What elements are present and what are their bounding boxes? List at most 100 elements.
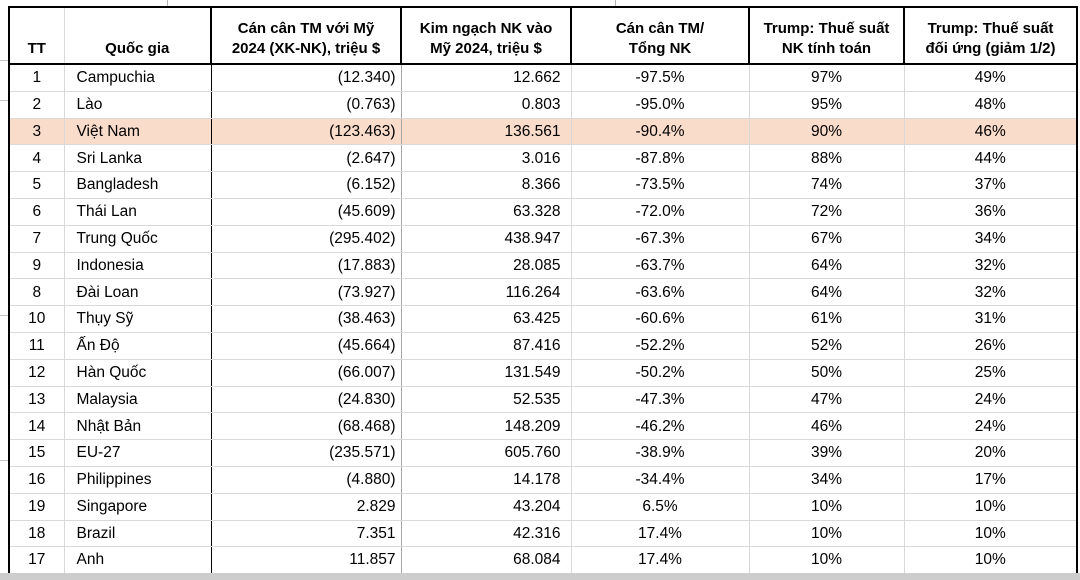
cell-calc-rate[interactable]: 74%: [749, 171, 905, 199]
cell-tt[interactable]: 18: [9, 520, 65, 548]
cell-imports[interactable]: 63.425: [401, 305, 572, 333]
cell-reciprocal-rate[interactable]: 46%: [904, 118, 1077, 146]
cell-ratio[interactable]: -50.2%: [571, 359, 750, 387]
cell-trade-balance[interactable]: (45.664): [211, 332, 402, 360]
cell-imports[interactable]: 63.328: [401, 198, 572, 226]
cell-reciprocal-rate[interactable]: 31%: [904, 305, 1077, 333]
cell-reciprocal-rate[interactable]: 26%: [904, 332, 1077, 360]
cell-ratio[interactable]: -38.9%: [571, 439, 750, 467]
cell-ratio[interactable]: -73.5%: [571, 171, 750, 199]
cell-country[interactable]: Đài Loan: [64, 278, 212, 307]
cell-ratio[interactable]: 17.4%: [571, 546, 750, 575]
cell-tt[interactable]: 1: [9, 64, 65, 92]
cell-country[interactable]: Philippines: [64, 466, 212, 494]
cell-reciprocal-rate[interactable]: 17%: [904, 466, 1077, 494]
cell-imports[interactable]: 136.561: [401, 118, 572, 146]
cell-reciprocal-rate[interactable]: 36%: [904, 198, 1077, 226]
cell-ratio[interactable]: 6.5%: [571, 493, 750, 521]
cell-country[interactable]: Ấn Độ: [64, 332, 212, 360]
cell-calc-rate[interactable]: 52%: [749, 332, 905, 360]
cell-calc-rate[interactable]: 34%: [749, 466, 905, 494]
cell-reciprocal-rate[interactable]: 24%: [904, 386, 1077, 414]
cell-ratio[interactable]: -47.3%: [571, 386, 750, 414]
cell-ratio[interactable]: -67.3%: [571, 225, 750, 253]
cell-ratio[interactable]: -63.6%: [571, 278, 750, 307]
cell-calc-rate[interactable]: 47%: [749, 386, 905, 414]
cell-ratio[interactable]: -34.4%: [571, 466, 750, 494]
cell-country[interactable]: Thụy Sỹ: [64, 305, 212, 333]
cell-imports[interactable]: 87.416: [401, 332, 572, 360]
cell-calc-rate[interactable]: 72%: [749, 198, 905, 226]
cell-country[interactable]: Singapore: [64, 493, 212, 521]
cell-tt[interactable]: 7: [9, 225, 65, 253]
cell-ratio[interactable]: -97.5%: [571, 64, 750, 92]
cell-imports[interactable]: 12.662: [401, 64, 572, 92]
cell-reciprocal-rate[interactable]: 10%: [904, 520, 1077, 548]
cell-imports[interactable]: 42.316: [401, 520, 572, 548]
cell-imports[interactable]: 68.084: [401, 546, 572, 575]
cell-imports[interactable]: 14.178: [401, 466, 572, 494]
cell-calc-rate[interactable]: 90%: [749, 118, 905, 146]
cell-trade-balance[interactable]: (123.463): [211, 118, 402, 146]
cell-tt[interactable]: 9: [9, 252, 65, 280]
cell-reciprocal-rate[interactable]: 32%: [904, 252, 1077, 280]
cell-country[interactable]: Indonesia: [64, 252, 212, 280]
cell-country[interactable]: Việt Nam: [64, 118, 212, 146]
cell-ratio[interactable]: -52.2%: [571, 332, 750, 360]
cell-ratio[interactable]: -63.7%: [571, 252, 750, 280]
cell-imports[interactable]: 28.085: [401, 252, 572, 280]
cell-trade-balance[interactable]: (235.571): [211, 439, 402, 467]
cell-reciprocal-rate[interactable]: 48%: [904, 91, 1077, 119]
cell-country[interactable]: Sri Lanka: [64, 144, 212, 173]
cell-tt[interactable]: 8: [9, 278, 65, 307]
cell-reciprocal-rate[interactable]: 24%: [904, 412, 1077, 441]
cell-calc-rate[interactable]: 61%: [749, 305, 905, 333]
cell-imports[interactable]: 43.204: [401, 493, 572, 521]
cell-imports[interactable]: 8.366: [401, 171, 572, 199]
cell-imports[interactable]: 3.016: [401, 144, 572, 173]
cell-imports[interactable]: 52.535: [401, 386, 572, 414]
cell-reciprocal-rate[interactable]: 10%: [974, 551, 1006, 569]
cell-tt[interactable]: 5: [9, 171, 65, 199]
cell-calc-rate[interactable]: 39%: [749, 439, 905, 467]
cell-trade-balance[interactable]: (68.468): [211, 412, 402, 441]
cell-tt[interactable]: 15: [9, 439, 65, 467]
cell-tt[interactable]: 16: [9, 466, 65, 494]
cell-calc-rate[interactable]: 97%: [749, 64, 905, 92]
cell-country[interactable]: EU-27: [64, 439, 212, 467]
cell-imports[interactable]: 148.209: [401, 412, 572, 441]
cell-trade-balance[interactable]: (2.647): [211, 144, 402, 173]
cell-calc-rate[interactable]: 10%: [749, 520, 905, 548]
cell-trade-balance[interactable]: (45.609): [211, 198, 402, 226]
cell-country[interactable]: Malaysia: [64, 386, 212, 414]
cell-reciprocal-rate[interactable]: 20%: [904, 439, 1077, 467]
cell-reciprocal-rate[interactable]: 37%: [904, 171, 1077, 199]
cell-tt[interactable]: 13: [9, 386, 65, 414]
cell-reciprocal-rate[interactable]: 44%: [904, 144, 1077, 173]
cell-calc-rate[interactable]: 64%: [749, 252, 905, 280]
cell-reciprocal-rate[interactable]: 49%: [904, 64, 1077, 92]
cell-trade-balance[interactable]: (6.152): [211, 171, 402, 199]
cell-ratio[interactable]: -90.4%: [571, 118, 750, 146]
cell-calc-rate[interactable]: 46%: [749, 412, 905, 441]
cell-trade-balance[interactable]: (4.880): [211, 466, 402, 494]
cell-reciprocal-rate[interactable]: 32%: [904, 278, 1077, 307]
cell-country[interactable]: Hàn Quốc: [64, 359, 212, 387]
cell-trade-balance[interactable]: (295.402): [211, 225, 402, 253]
cell-calc-rate[interactable]: 88%: [749, 144, 905, 173]
cell-ratio[interactable]: -46.2%: [571, 412, 750, 441]
cell-reciprocal-rate[interactable]: 25%: [904, 359, 1077, 387]
cell-calc-rate[interactable]: 10%: [749, 493, 905, 521]
col-header-calc-rate[interactable]: Trump: Thuế suất NK tính toán: [749, 7, 905, 65]
cell-calc-rate[interactable]: 95%: [749, 91, 905, 119]
cell-trade-balance[interactable]: (24.830): [211, 386, 402, 414]
cell-trade-balance[interactable]: (66.007): [211, 359, 402, 387]
cell-tt[interactable]: 14: [9, 412, 65, 441]
cell-reciprocal-rate[interactable]: 34%: [904, 225, 1077, 253]
cell-country[interactable]: Brazil: [64, 520, 212, 548]
cell-imports[interactable]: 131.549: [401, 359, 572, 387]
cell-country[interactable]: Campuchia: [64, 64, 212, 92]
cell-tt[interactable]: 12: [9, 359, 65, 387]
col-header-imports[interactable]: Kim ngạch NK vào Mỹ 2024, triệu $: [401, 7, 572, 65]
cell-reciprocal-rate[interactable]: 10%: [904, 493, 1077, 521]
